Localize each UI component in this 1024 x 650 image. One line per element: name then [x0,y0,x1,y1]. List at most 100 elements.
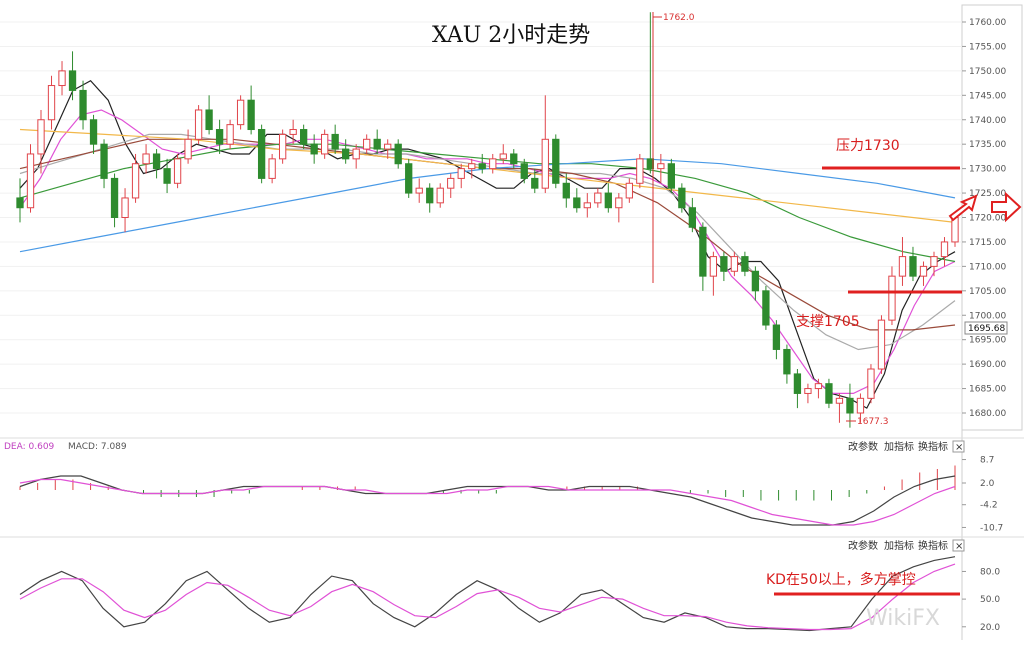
candle-body [709,256,718,277]
candle-body [615,197,623,209]
candle-body [131,163,140,199]
macd-params-button[interactable]: 改参数 [848,440,878,453]
chart-title: XAU 2小时走势 [432,23,590,48]
candle-body [89,119,98,145]
price-tick-label: 1715.00 [969,238,1006,248]
macd-switch-indicator-button[interactable]: 换指标 [918,440,948,453]
candle-body [594,192,602,204]
candle-body [26,153,35,209]
kd-indicator [19,556,956,632]
candle-body [289,129,297,135]
candle-body [730,256,739,272]
candle-body [163,168,171,184]
kd-tick-label: 50.0 [980,595,1000,605]
candle-body [405,163,413,194]
candle-body [741,256,749,272]
candle-body [898,256,907,277]
candle-body [226,124,234,145]
candle-body [247,99,255,131]
kd-close-button[interactable] [952,539,965,552]
candle-body [152,153,161,170]
candle-body [940,241,949,258]
price-axis-ticks: 1760.00 1755.00 1750.00 1745.00 1740.00 1735.… [962,18,1006,419]
candle-body [468,163,476,170]
candle-body [814,383,823,390]
candle-body [856,397,865,414]
candle-body [205,109,213,131]
kd-add-indicator-button[interactable]: 加指标 [884,539,914,552]
high-marker-label: 1762.0 [663,13,695,23]
candle-body [772,324,781,350]
candle-body [384,143,392,150]
candle-body [142,153,150,165]
candle-body [342,148,350,160]
macd-axis-ticks: 8.7 2.0 -4.2 -10.7 [962,456,1003,533]
kd-switch-indicator-button[interactable]: 换指标 [918,539,948,552]
macd-indicator [19,465,956,526]
candle-body [877,319,886,370]
candle-body [720,256,728,272]
candle-body [215,129,224,145]
candle-body [804,388,812,394]
kd-axis-ticks: 80.0 50.0 20.0 [962,567,1000,633]
candle-body [888,275,896,321]
candle-body [867,368,875,399]
macd-tick-label: 2.0 [980,479,995,489]
price-tick-label: 1725.00 [969,189,1006,199]
last-price-box [964,321,1008,335]
price-tick-label: 1760.00 [969,18,1006,28]
ma-line [19,109,956,394]
price-tick-label: 1720.00 [969,214,1006,224]
candle-body [552,138,560,184]
candle-body [762,290,770,326]
last-price-label: 1695.68 [968,324,1005,334]
candle-body [184,138,192,160]
candle-body [583,202,591,209]
kd-tick-label: 80.0 [980,567,1000,577]
price-tick-label: 1710.00 [969,262,1006,272]
price-tick-label: 1750.00 [969,67,1006,77]
macd-tick-label: -4.2 [980,501,998,511]
macd-value-label: MACD: 7.089 [68,442,127,452]
candle-body [573,197,581,209]
candle-body [783,348,791,375]
candle-body [37,119,45,155]
price-tick-label: 1735.00 [969,140,1006,150]
macd-add-indicator-button[interactable]: 加指标 [884,440,914,453]
watermark-logo: WikiFX [866,606,940,631]
candle-body [373,138,381,150]
candle-body [447,177,455,189]
support-label: 支撑1705 [796,314,860,330]
candle-body [625,182,633,199]
candle-body [541,138,549,189]
macd-close-button[interactable] [952,440,965,453]
kd-note-label: KD在50以上，多方掌控 [766,571,916,588]
candle-body [47,85,56,121]
candle-body [688,207,697,228]
up-arrow-icon [948,194,978,222]
candle-body [436,187,444,204]
candle-body [562,182,570,199]
kd-params-button[interactable]: 改参数 [848,539,878,552]
macd-tick-label: 8.7 [980,456,994,466]
ma-line [19,158,956,253]
macd-tick-label: -10.7 [980,523,1003,533]
candle-body [909,256,917,277]
candle-body [310,143,318,155]
price-tick-label: 1705.00 [969,287,1006,297]
macd-dea-line [19,478,956,526]
kd-k-line [19,556,956,632]
candle-body [194,109,203,140]
kd-close-icon: × [955,541,963,552]
low-marker-label: 1677.3 [857,417,889,427]
price-tick-label: 1700.00 [969,311,1006,321]
price-tick-label: 1685.00 [969,385,1006,395]
candle-body [352,148,360,160]
candle-body [58,70,66,87]
candle-body [300,129,308,145]
candle-body [678,187,686,209]
candle-body [457,168,465,179]
price-tick-label: 1755.00 [969,42,1006,52]
